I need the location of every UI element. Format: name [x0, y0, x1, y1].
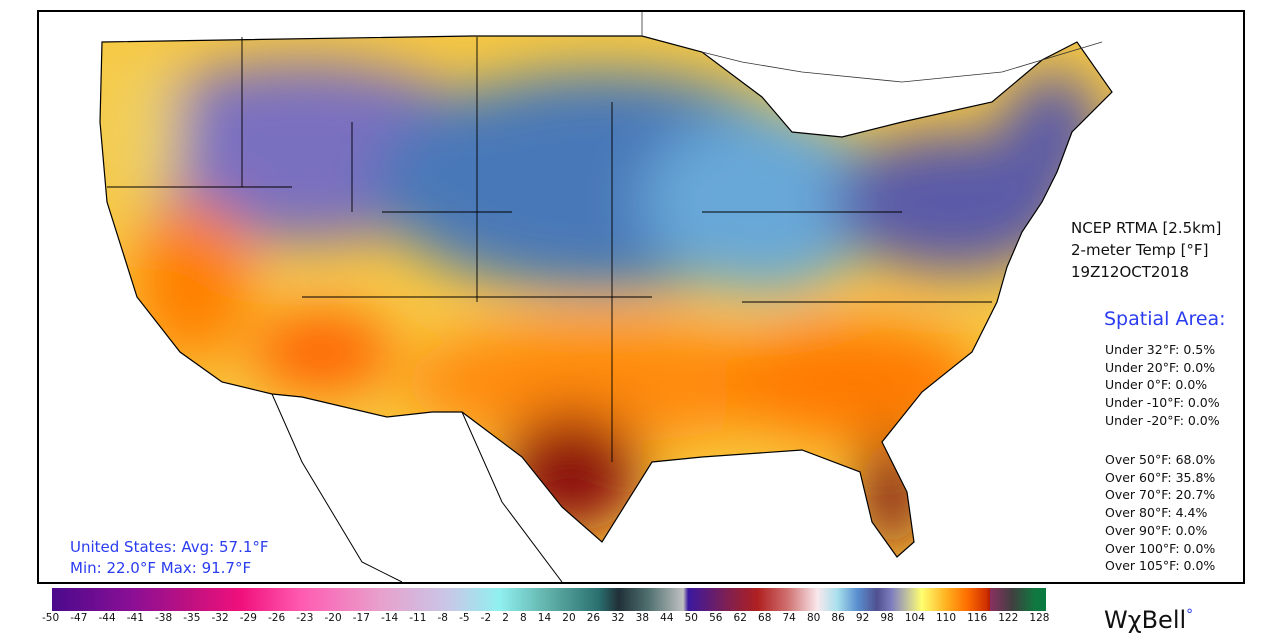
colorbar-tick-label: 62 — [733, 612, 747, 624]
colorbar-tick-label: 128 — [1029, 612, 1050, 624]
colorbar-tick-label: 26 — [586, 612, 601, 624]
colorbar-tick-label: 116 — [967, 612, 988, 624]
colorbar-tick-label: 38 — [635, 612, 650, 624]
min-max-label: Min: 22.0°F Max: 91.7°F — [70, 559, 252, 577]
stat-line: Over 50°F: 68.0% — [1105, 452, 1216, 467]
colorbar-tick-label: 104 — [904, 612, 925, 624]
wxbell-logo: WχBell° — [1104, 606, 1193, 634]
stat-line: Over 60°F: 35.8% — [1105, 469, 1216, 485]
stat-line: Over 80°F: 4.4% — [1105, 505, 1208, 521]
colorbar-tick-label: -38 — [155, 612, 173, 624]
colorbar — [52, 588, 1046, 611]
colorbar-tick-label: 68 — [758, 612, 772, 624]
under-stats: Under 32°F: 0.5% Under 20°F: 0.0% Under … — [1105, 341, 1220, 430]
stat-line: Over 100°F: 0.0% — [1105, 540, 1216, 556]
colorbar-tick-label: -44 — [98, 612, 116, 624]
colorbar-tick-label: 44 — [660, 612, 674, 624]
stat-line: Under 0°F: 0.0% — [1105, 377, 1208, 393]
map-frame — [37, 10, 1245, 584]
colorbar-tick-label: 80 — [806, 612, 821, 624]
colorbar-tick-label: -2 — [480, 612, 492, 624]
colorbar-tick-label: -23 — [296, 612, 314, 624]
colorbar-tick-label: 8 — [520, 612, 527, 624]
colorbar-tick-label: 14 — [537, 612, 552, 624]
colorbar-tick-label: -20 — [324, 612, 342, 624]
colorbar-tick-label: -26 — [268, 612, 286, 624]
canada-lines — [641, 12, 1103, 83]
colorbar-tick-label: -32 — [211, 612, 229, 624]
colorbar-tick-label: 2 — [502, 612, 509, 624]
colorbar-tick-label: 92 — [855, 612, 870, 624]
map-info: NCEP RTMA [2.5km] 2-meter Temp [°F] 19Z1… — [1071, 217, 1221, 283]
stat-line: Under -10°F: 0.0% — [1105, 395, 1220, 411]
temperature-map — [99, 12, 1113, 582]
colorbar-tick-label: 50 — [684, 612, 698, 624]
colorbar-tick-label: -41 — [126, 612, 144, 624]
colorbar-tick-label: -17 — [352, 612, 370, 624]
colorbar-tick-label: -29 — [239, 612, 257, 624]
colorbar-tick-label: -35 — [183, 612, 201, 624]
stat-line: Over 90°F: 0.0% — [1105, 522, 1208, 538]
colorbar-ticks: -50 -47 -44 -41 -38 -35 -32 -29 -26 -23 -20 -17 -14-… — [42, 612, 1050, 624]
us-summary: United States: Avg: 57.1°F Min: 22.0°F M… — [70, 537, 269, 579]
mexico-coast — [271, 393, 563, 582]
logo-text: WχBell — [1104, 606, 1187, 634]
colorbar-end — [990, 588, 1046, 611]
colorbar-tick-label: 20 — [562, 612, 576, 624]
colorbar-tick-label: -14 — [381, 612, 399, 624]
colorbar-tick-label: 122 — [998, 612, 1019, 624]
product-label: NCEP RTMA [2.5km] — [1071, 219, 1222, 237]
colorbar-tick-label: 98 — [880, 612, 894, 624]
stat-line: Under 32°F: 0.5% — [1105, 342, 1216, 357]
stat-line: Over 70°F: 20.7% — [1105, 487, 1216, 503]
colorbar-tick-label: 56 — [709, 612, 723, 624]
colorbar-tick-label: 110 — [935, 612, 957, 624]
stat-line: Over 105°F: 0.0% — [1105, 558, 1216, 574]
spatial-area-title: Spatial Area: — [1104, 308, 1226, 330]
colorbar-tick-label: -5 — [459, 612, 470, 624]
colorbar-tick-label: 86 — [831, 612, 845, 624]
us-border — [99, 35, 1113, 558]
stat-line: Under 20°F: 0.0% — [1105, 359, 1216, 375]
over-stats: Over 50°F: 68.0% Over 60°F: 35.8% Over 7… — [1105, 451, 1215, 575]
colorbar-tick-label: -50 — [42, 612, 60, 624]
avg-label: United States: Avg: 57.1°F — [70, 538, 269, 556]
colorbar-tick-label: 32 — [611, 612, 625, 624]
colorbar-tick-label: -47 — [70, 612, 88, 624]
state-borders — [107, 37, 992, 462]
colorbar-tick-label: 74 — [782, 612, 796, 624]
stat-line: Under -20°F: 0.0% — [1105, 412, 1220, 428]
colorbar-tick-label: -11 — [409, 612, 427, 624]
hot-texas-region — [502, 412, 642, 532]
variable-label: 2-meter Temp [°F] — [1071, 241, 1209, 259]
valid-time-label: 19Z12OCT2018 — [1071, 263, 1190, 281]
logo-dot-icon: ° — [1186, 607, 1194, 623]
colorbar-tick-label: -8 — [437, 612, 448, 624]
